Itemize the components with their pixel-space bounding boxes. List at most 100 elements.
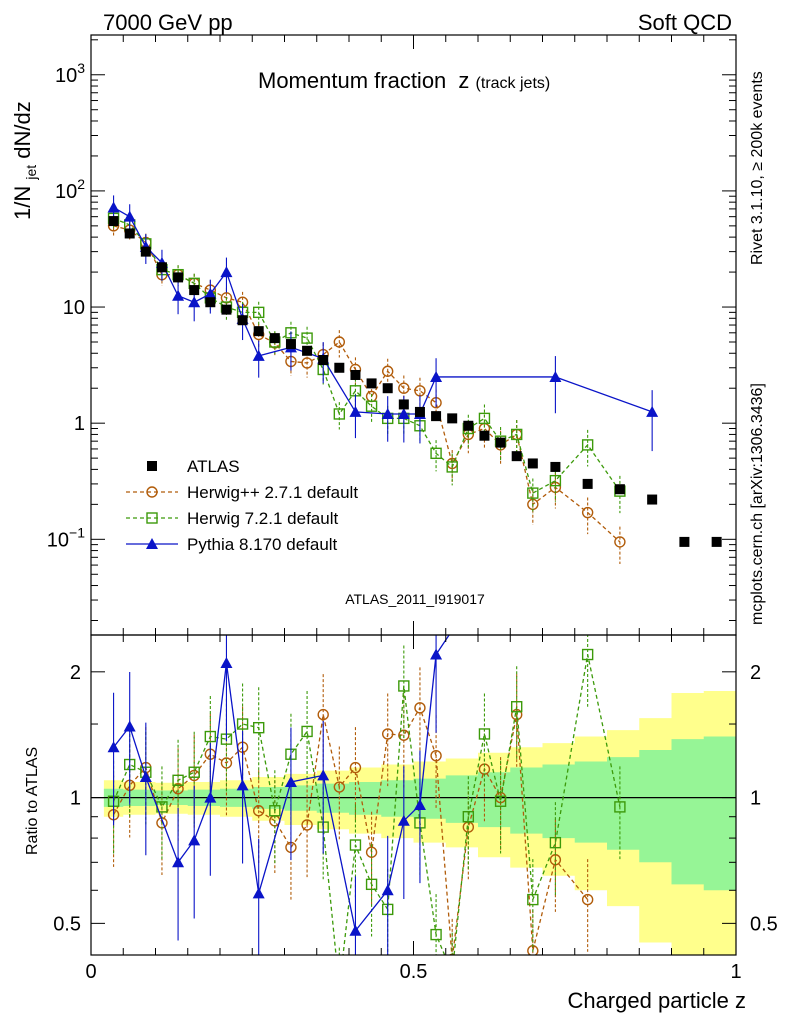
- data-point: [463, 420, 474, 431]
- data-point: [350, 369, 361, 380]
- ratio-line: [113, 635, 450, 933]
- data-point: [124, 228, 135, 239]
- data-point: [285, 339, 296, 350]
- ratio-point: [123, 720, 136, 732]
- y-tick-label: 102: [55, 176, 85, 203]
- x-tick-label: 0: [85, 961, 96, 983]
- ratio-point: [269, 805, 281, 817]
- ratio-point: [301, 819, 313, 831]
- y-tick-label: 1: [74, 413, 85, 435]
- data-point: [204, 287, 217, 299]
- data-point: [107, 201, 120, 213]
- ratio-point: [172, 774, 184, 786]
- ratio-point: [430, 928, 442, 941]
- ratio-point: [204, 730, 217, 743]
- ratio-point: [430, 648, 443, 660]
- data-point: [220, 266, 233, 278]
- x-tick-label: 0.5: [400, 961, 428, 983]
- data-point: [397, 407, 410, 419]
- legend-label: Herwig 7.2.1 default: [187, 509, 338, 528]
- ratio-point: [107, 741, 120, 753]
- data-point: [614, 484, 625, 495]
- data-point: [252, 306, 265, 319]
- ratio-point: [448, 953, 456, 955]
- ratio-point: [220, 656, 233, 668]
- ratio-y-tick-label-right: 0.5: [750, 913, 778, 935]
- data-point: [334, 362, 345, 373]
- ratio-series-triangle: [107, 635, 450, 955]
- data-point: [527, 487, 539, 499]
- series-line: [113, 225, 621, 543]
- ratio-point: [527, 893, 539, 906]
- data-point: [123, 210, 136, 222]
- data-point: [302, 345, 313, 356]
- data-point: [511, 428, 523, 441]
- ratio-point: [317, 769, 330, 781]
- data-point: [711, 536, 722, 547]
- main-panel: 10−1 1 10 102 103 Momentum fraction z (track…: [10, 34, 737, 636]
- ratio-point: [236, 718, 249, 730]
- data-point: [679, 536, 690, 547]
- data-point: [430, 447, 442, 460]
- energy-label: 7000 GeV pp: [103, 10, 233, 35]
- x-tick-label: 1: [730, 961, 741, 983]
- y-tick-label: 10−1: [47, 524, 85, 551]
- data-point: [172, 289, 185, 301]
- ratio-point: [252, 887, 265, 899]
- data-point: [189, 285, 200, 296]
- ratio-point: [284, 775, 297, 787]
- data-point: [382, 365, 394, 377]
- legend: ATLAS Herwig++ 2.7.1 default Herwig 7.2.1 …: [126, 457, 358, 554]
- legend-marker: [147, 461, 157, 471]
- data-point: [646, 405, 659, 417]
- ratio-point: [253, 805, 265, 817]
- ratio-point: [301, 725, 313, 738]
- y-tick-label: 103: [55, 60, 85, 87]
- legend-marker: [146, 486, 158, 498]
- ratio-point: [349, 761, 362, 774]
- ratio-point: [447, 968, 457, 978]
- ratio-ylabel: Ratio to ATLAS: [24, 747, 41, 855]
- data-point: [188, 296, 201, 308]
- analysis-watermark: ATLAS_2011_I919017: [345, 591, 485, 607]
- data-point: [333, 336, 346, 348]
- main-ylabel: 1/N jet dN/dz: [10, 101, 41, 220]
- data-point: [582, 478, 593, 489]
- ratio-point: [398, 680, 410, 692]
- ratio-point: [349, 924, 362, 936]
- data-point: [381, 407, 394, 419]
- data-point: [366, 378, 377, 389]
- mcplots-label: mcplots.cern.ch [arXiv:1306.3436]: [749, 383, 766, 625]
- data-point: [398, 382, 410, 394]
- ratio-point: [382, 728, 394, 740]
- ratio-point: [397, 814, 410, 826]
- ratio-point: [236, 779, 249, 791]
- ratio-point: [413, 799, 426, 811]
- ratio-line: [112, 654, 621, 955]
- legend-label: ATLAS: [187, 457, 240, 476]
- data-point: [511, 451, 522, 462]
- legend-marker: [146, 538, 158, 549]
- data-point: [173, 272, 184, 283]
- legend-marker: [146, 512, 158, 524]
- ratio-point: [549, 836, 562, 849]
- y-tick-label: 10: [63, 297, 85, 319]
- data-point: [205, 297, 216, 308]
- data-point: [269, 333, 280, 344]
- ratio-point: [252, 721, 265, 734]
- data-point: [301, 357, 313, 369]
- data-point: [527, 458, 538, 469]
- data-point: [140, 246, 151, 257]
- ratio-point: [333, 781, 346, 793]
- ratio-point: [139, 771, 152, 783]
- data-point: [333, 408, 346, 420]
- legend-label: Pythia 8.170 default: [187, 535, 338, 554]
- data-point: [431, 411, 442, 422]
- data-point: [349, 405, 362, 417]
- data-point: [479, 430, 490, 441]
- data-point: [549, 370, 562, 382]
- data-point: [237, 315, 248, 326]
- data-point: [447, 413, 458, 424]
- ratio-point: [581, 893, 594, 906]
- series-line: [113, 217, 621, 495]
